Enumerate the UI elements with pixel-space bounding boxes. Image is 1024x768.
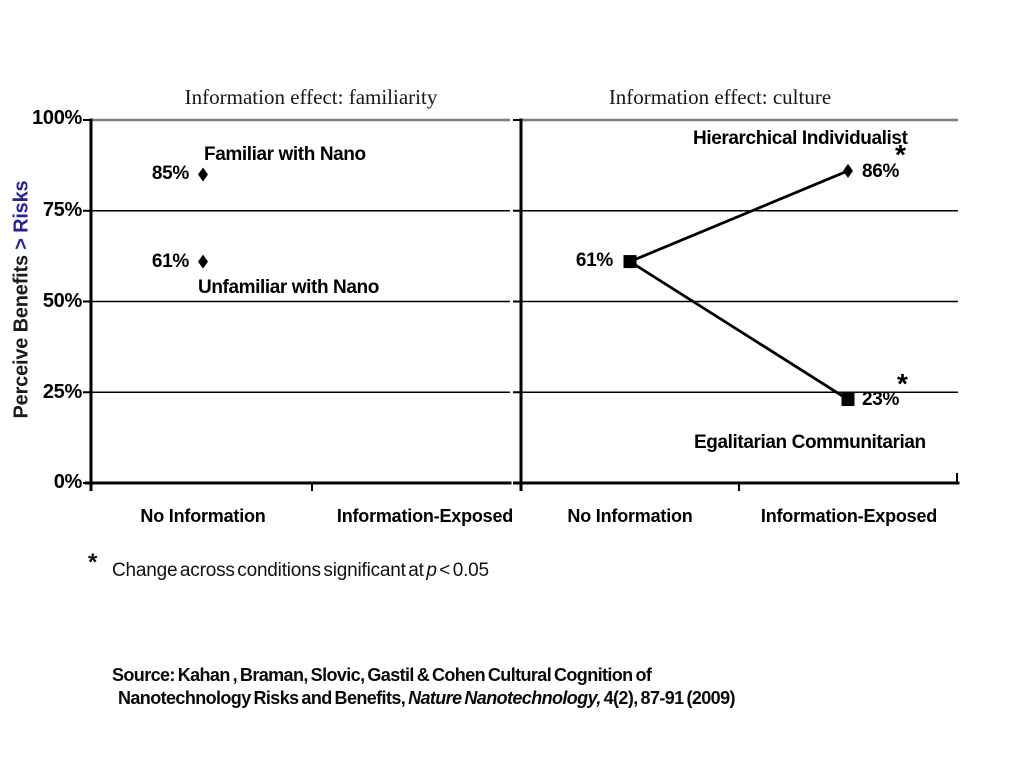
marker-diamond	[198, 167, 208, 182]
footnote-prefix: Change across conditions significant at	[112, 560, 427, 581]
source-line-2: Nanotechnology Risks and Benefits, Natur…	[118, 688, 736, 709]
y-tick-50: 50%	[42, 290, 82, 312]
source-line-2-journal: Nature Nanotechnology,	[408, 688, 601, 708]
x-label-p1-information-exposed: Information-Exposed	[336, 506, 514, 526]
marker-diamond	[198, 254, 208, 269]
source-line-2-prefix: Nanotechnology Risks and Benefits,	[118, 688, 409, 708]
panel-title-culture: Information effect: culture	[608, 85, 832, 109]
footnote-star: *	[88, 549, 98, 576]
marker-diamond	[843, 163, 853, 178]
value-label-23: 23%	[862, 389, 900, 410]
marker-square	[623, 255, 637, 269]
value-label-61-right: 61%	[575, 250, 613, 271]
y-tick-100: 100%	[32, 107, 82, 129]
x-label-p2-no-information: No Information	[567, 506, 693, 526]
value-label-61-left: 61%	[151, 251, 189, 272]
value-label-86: 86%	[862, 161, 900, 182]
significance-star-86: *	[895, 139, 906, 170]
series-label-hierarchical-individualist: Hierarchical Individualist	[693, 128, 908, 149]
y-tick-75: 75%	[42, 199, 82, 221]
x-label-p1-no-information: No Information	[140, 506, 266, 526]
footnote-suffix: < 0.05	[436, 560, 489, 581]
y-tick-25: 25%	[42, 381, 82, 403]
data-line	[629, 169, 849, 263]
value-label-85: 85%	[151, 163, 189, 184]
series-label-unfamiliar: Unfamiliar with Nano	[198, 277, 379, 298]
y-tick-0: 0%	[53, 471, 83, 493]
footnote-text: Change across conditions significant at …	[112, 560, 489, 582]
series-label-familiar: Familiar with Nano	[204, 144, 366, 165]
source-line-1: Source: Kahan , Braman, Slovic, Gastil &…	[112, 665, 652, 685]
footnote-p-symbol: p	[426, 560, 437, 581]
data-line	[629, 260, 849, 401]
marker-square	[841, 393, 855, 407]
source-line-2-suffix: 4(2), 87-91 (2009)	[600, 688, 736, 708]
series-label-egalitarian-communitarian: Egalitarian Communitarian	[694, 432, 926, 453]
panel-title-familiarity: Information effect: familiarity	[184, 85, 438, 109]
x-label-p2-information-exposed: Information-Exposed	[760, 506, 938, 526]
significance-star-23: *	[897, 368, 908, 399]
